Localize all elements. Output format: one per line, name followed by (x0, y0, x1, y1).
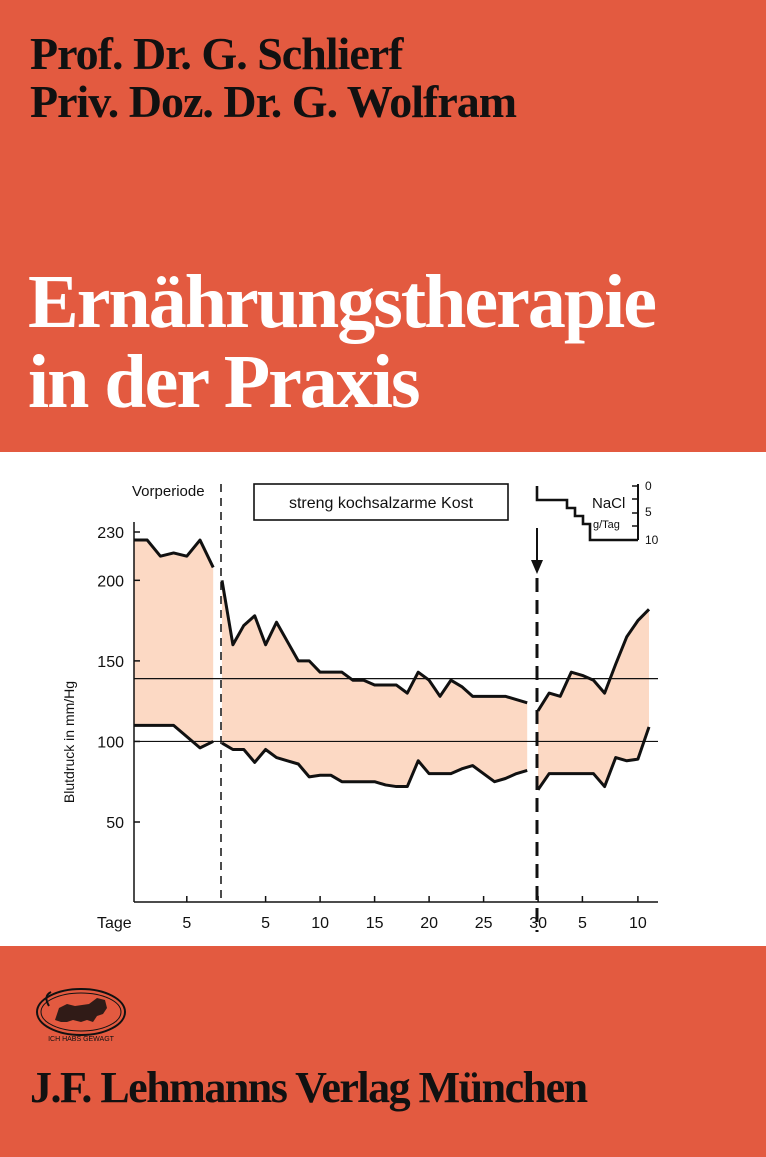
pressure-range-band (538, 609, 649, 790)
nacl-inset: NaCl g/Tag 0 5 10 (535, 479, 659, 547)
x-tick-label: 30 (529, 915, 547, 932)
author-list: Prof. Dr. G. Schlierf Priv. Doz. Dr. G. … (30, 28, 517, 127)
x-tick-label: 10 (311, 915, 329, 932)
systolic-line (220, 580, 528, 705)
book-title: Ernährungstherapie in der Praxis (28, 260, 657, 424)
period-label-diet: streng kochsalzarme Kost (289, 495, 474, 512)
y-tick-label: 150 (97, 654, 124, 671)
y-tick-label: 50 (106, 815, 124, 832)
x-tick-label: 10 (629, 915, 647, 932)
y-tick-label: 200 (97, 573, 124, 590)
diastolic-line (134, 723, 214, 750)
diastolic-line (536, 726, 651, 791)
y-tick-label: 230 (97, 525, 124, 542)
publisher-name: J.F. Lehmanns Verlag München (30, 1063, 588, 1112)
systolic-line (134, 538, 215, 569)
x-tick-label: 5 (182, 915, 191, 932)
x-tick-label: 5 (261, 915, 270, 932)
diastolic-line (221, 741, 528, 789)
period-label-pre: Vorperiode (132, 483, 205, 500)
nacl-tick-label: 10 (645, 533, 659, 547)
x-tick-label: 25 (475, 915, 493, 932)
nacl-step-line (535, 486, 638, 542)
author-name: Prof. Dr. G. Schlierf (30, 28, 404, 79)
lion-logo-icon: ICH HABS GEWAGT (36, 988, 126, 1043)
arrow-icon (531, 528, 543, 574)
title-line: Ernährungstherapie (28, 260, 657, 344)
nacl-unit: g/Tag (593, 519, 620, 531)
nacl-tick-label: 0 (645, 479, 652, 493)
y-tick-label: 100 (97, 734, 124, 751)
logo-motto: ICH HABS GEWAGT (48, 1036, 115, 1043)
author-name: Priv. Doz. Dr. G. Wolfram (30, 76, 517, 127)
pressure-range-band (222, 580, 528, 787)
x-tick-label: 15 (366, 915, 384, 932)
x-tick-label: 20 (420, 915, 438, 932)
chart-panel: 5 5 10 15 20 25 30 5 10 230 200 150 100 50 Blutdruck … (0, 452, 766, 946)
y-axis-label: Blutdruck in mm/Hg (61, 681, 77, 803)
x-axis-label: Tage (97, 915, 132, 932)
systolic-line (536, 608, 651, 712)
diet-label-box (253, 483, 509, 521)
title-line: in der Praxis (28, 340, 421, 424)
nacl-tick-label: 5 (645, 505, 652, 519)
pressure-range-band (134, 540, 214, 748)
nacl-label: NaCl (592, 495, 625, 512)
x-tick-label: 5 (578, 915, 587, 932)
